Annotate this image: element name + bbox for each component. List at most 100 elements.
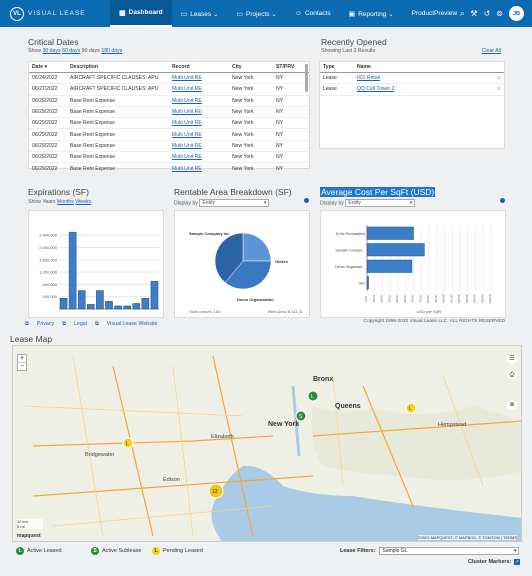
bar[interactable] <box>132 303 141 310</box>
table-row[interactable]: 06/29/2022 Base Rent Expense Multi Unit RE… <box>29 95 309 107</box>
hudson-river <box>291 385 301 457</box>
map-layers-button[interactable]: ☰ <box>507 354 517 364</box>
legal-link[interactable]: Legal <box>73 321 87 327</box>
lease-filters-select[interactable]: Sample GL ▾ <box>379 547 520 555</box>
bar[interactable] <box>366 226 414 240</box>
col-date[interactable]: Date ▾ <box>29 62 67 73</box>
exp-weeks-link[interactable]: Weeks <box>75 199 92 205</box>
website-link[interactable]: Visual Lease Website <box>106 321 158 327</box>
history-icon[interactable]: ↺ <box>483 9 491 18</box>
bar[interactable] <box>59 297 68 310</box>
record-link[interactable]: Multi Unit RE <box>172 97 202 104</box>
avgcost-display-select[interactable]: Entity ▾ <box>345 199 416 207</box>
zoom-in-button[interactable]: + <box>18 355 26 363</box>
col-description[interactable]: Description <box>67 62 169 73</box>
pie-slice[interactable] <box>214 232 244 283</box>
table-row[interactable]: Lease QQ Cell Tower 2 ⊝ <box>320 83 504 96</box>
col-record[interactable]: Record <box>169 62 229 73</box>
avgcost-help-icon[interactable] <box>500 198 505 203</box>
bar[interactable] <box>105 301 113 310</box>
rentable-display-select[interactable]: Entity ▾ <box>199 199 270 207</box>
col-st[interactable]: ST/PRV <box>273 62 309 73</box>
record-link[interactable]: Multi Unit RE <box>172 120 202 127</box>
bar[interactable] <box>87 304 95 310</box>
logo[interactable]: VL VISUAL LEASE <box>10 6 110 21</box>
table-row[interactable]: 06/29/2022 Base Rent Expense Multi Unit RE… <box>29 117 309 130</box>
range-30-link[interactable]: 30 days <box>42 48 61 54</box>
record-link[interactable]: Multi Unit RE <box>172 154 202 161</box>
rentable-help-icon[interactable] <box>304 198 309 203</box>
clear-all-link[interactable]: Clear All <box>481 48 501 54</box>
remove-icon[interactable]: ⊝ <box>475 72 504 85</box>
table-row[interactable]: 06/24/2022 AIRCRAFT SPECIFIC CLAUSES: APU… <box>29 72 309 85</box>
bar[interactable] <box>150 281 159 310</box>
bar[interactable] <box>68 231 77 310</box>
table-row[interactable]: 06/29/2022 Base Rent Expense Multi Unit RE… <box>29 162 309 175</box>
record-link[interactable]: Multi Unit RE <box>172 142 202 149</box>
legend-sublease: S Active Sublease <box>91 547 141 555</box>
map-locate-button[interactable]: ⊕ <box>507 400 517 410</box>
marker-active-leased[interactable]: L <box>307 390 319 402</box>
rentable-card: Sample Company Inc Others Demo Organizatio… <box>174 210 310 318</box>
privacy-link[interactable]: Privacy <box>36 321 55 327</box>
marker-pending[interactable]: L <box>405 402 417 414</box>
record-link[interactable]: Multi Unit RE <box>172 75 202 82</box>
cell-date: 06/29/2022 <box>29 117 67 130</box>
nav-productpreview[interactable]: ProductPreview <box>403 0 467 27</box>
table-row[interactable]: 06/27/2022 AIRCRAFT SPECIFIC CLAUSES: APU… <box>29 83 309 96</box>
marker-pending[interactable]: L <box>122 437 134 449</box>
table-row[interactable]: 06/29/2022 Base Rent Expense Multi Unit RE… <box>29 151 309 164</box>
range-180-link[interactable]: 180 days <box>101 48 123 54</box>
lease-map[interactable]: Bronx Queens New York Elizabeth Hempstea… <box>12 345 522 542</box>
recent-name-link[interactable]: QQ Cell Tower 2 <box>357 86 395 93</box>
nav-contacts[interactable]: ☺ Contacts <box>286 0 340 27</box>
recent-name-link[interactable]: 001 Retail <box>357 75 380 82</box>
exp-months-link[interactable]: Months <box>56 199 74 205</box>
map-label-elizabeth: Elizabeth <box>211 434 234 440</box>
bar[interactable] <box>366 259 413 273</box>
avatar[interactable]: JB <box>509 6 524 21</box>
table-row[interactable]: Lease 001 Retail ⊝ <box>320 72 504 85</box>
cell-city: New York <box>229 83 273 96</box>
map-label-bridgewater: Bridgewater <box>85 452 115 458</box>
record-link[interactable]: Multi Unit RE <box>172 109 202 116</box>
map-label-edison: Edison <box>163 477 180 483</box>
bar[interactable] <box>123 305 131 310</box>
nav-projects[interactable]: ▭ Projects ⌄ <box>227 0 285 27</box>
table-scrollbar[interactable] <box>305 64 308 92</box>
bar[interactable] <box>96 290 104 310</box>
search-icon[interactable]: ⌕ <box>459 8 465 18</box>
bar[interactable] <box>141 297 150 310</box>
zoom-out-button[interactable]: − <box>19 363 25 370</box>
range-60-link[interactable]: 60 days <box>62 48 81 54</box>
record-link[interactable]: Multi Unit RE <box>172 131 202 138</box>
bar[interactable] <box>366 276 369 290</box>
table-row[interactable]: 06/29/2022 Base Rent Expense Multi Unit RE… <box>29 106 309 119</box>
marker-active-sublease[interactable]: S <box>295 410 307 422</box>
record-link[interactable]: Multi Unit RE <box>172 86 202 93</box>
col-city[interactable]: City <box>229 62 273 73</box>
nav-dashboard-label: Dashboard <box>128 9 163 16</box>
table-row[interactable]: 06/29/2022 Base Rent Expense Multi Unit RE… <box>29 140 309 153</box>
active-sublease-icon: S <box>91 547 99 555</box>
cluster-markers-checkbox[interactable]: ✓ <box>514 559 521 565</box>
cell-city: New York <box>229 95 273 107</box>
bar[interactable] <box>114 305 122 310</box>
x-tick-label: 120.00 <box>457 294 461 304</box>
table-row[interactable]: 06/29/2022 Base Rent Expense Multi Unit RE… <box>29 128 309 141</box>
settings-icon[interactable]: ⊚ <box>496 9 503 18</box>
nav-dashboard[interactable]: ▦ Dashboard <box>110 0 172 27</box>
pie-slice[interactable] <box>242 232 272 262</box>
nav-leases[interactable]: ▭ Leases ⌄ <box>172 0 228 27</box>
map-print-button[interactable]: ⎙ <box>507 370 517 380</box>
record-link[interactable]: Multi Unit RE <box>172 165 202 172</box>
pie-slice[interactable] <box>224 260 272 290</box>
wrench-icon[interactable]: ⚒ <box>470 9 478 18</box>
bar[interactable] <box>366 243 425 257</box>
cell-st: NY <box>273 162 309 175</box>
marker-cluster[interactable]: 12 <box>208 483 224 499</box>
nav-reporting[interactable]: ▣ Reporting ⌄ <box>340 0 403 27</box>
critical-dates-card: Date ▾ Description Record City ST/PRV 06… <box>28 61 310 175</box>
remove-icon[interactable]: ⊝ <box>475 83 504 96</box>
bar[interactable] <box>77 290 86 310</box>
